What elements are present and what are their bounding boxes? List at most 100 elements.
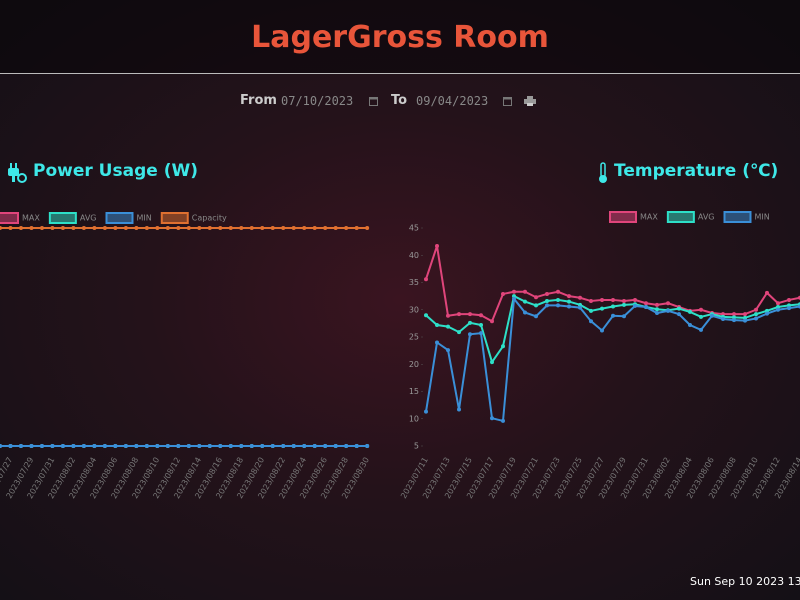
data-point	[302, 444, 307, 448]
data-point	[468, 332, 472, 337]
data-point	[60, 444, 65, 448]
data-point	[457, 312, 461, 317]
legend-swatch	[723, 211, 752, 223]
data-point	[123, 444, 128, 448]
y-tick-label: 45	[409, 224, 419, 233]
data-point	[732, 318, 736, 323]
data-point	[534, 295, 538, 300]
legend-swatch	[666, 211, 695, 223]
data-point	[468, 320, 472, 325]
series-line	[425, 245, 800, 323]
data-point	[207, 444, 212, 448]
data-point	[270, 226, 275, 230]
from-date[interactable]: 07/10/2023	[281, 94, 354, 108]
data-point	[490, 416, 494, 421]
to-label: To	[391, 93, 408, 108]
data-point	[754, 307, 758, 312]
data-point	[490, 319, 494, 324]
data-point	[365, 444, 370, 448]
data-point	[333, 444, 338, 448]
data-point	[633, 297, 637, 302]
data-point	[435, 340, 439, 345]
legend-label: AVG	[80, 214, 97, 223]
data-point	[123, 226, 128, 230]
data-point	[8, 444, 13, 448]
calendar-icon[interactable]	[503, 96, 513, 106]
data-point	[207, 226, 212, 230]
data-point	[666, 301, 670, 306]
data-point	[144, 226, 149, 230]
thermometer-icon	[599, 162, 607, 183]
y-tick-label: 5	[414, 442, 419, 451]
data-point	[457, 330, 461, 335]
data-point	[435, 323, 439, 328]
data-point	[633, 303, 637, 308]
data-point	[578, 295, 582, 300]
data-point	[677, 306, 681, 311]
data-point	[92, 226, 97, 230]
data-point	[567, 294, 571, 299]
data-point	[81, 226, 86, 230]
data-point	[134, 444, 139, 448]
data-point	[732, 312, 736, 317]
legend-swatch	[160, 212, 189, 224]
calendar-icon[interactable]	[369, 96, 379, 106]
data-point	[344, 226, 349, 230]
data-point	[501, 344, 505, 349]
data-point	[228, 226, 233, 230]
legend-swatch	[609, 211, 637, 223]
data-point	[644, 301, 648, 306]
data-point	[765, 290, 769, 295]
data-point	[197, 444, 202, 448]
data-point	[186, 226, 191, 230]
y-tick-label: 30	[409, 305, 419, 314]
header: LagerGross Room	[0, 0, 800, 74]
timestamp: Sun Sep 10 2023 13:15:14	[690, 575, 800, 588]
data-point	[186, 444, 191, 448]
data-point	[600, 306, 604, 311]
data-point	[18, 444, 23, 448]
section-title: Power Usage (W)	[33, 161, 198, 181]
data-point	[50, 226, 55, 230]
data-point	[490, 360, 494, 365]
legend-label: MIN	[137, 214, 152, 223]
data-point	[754, 312, 758, 317]
data-point	[18, 226, 23, 230]
data-point	[228, 444, 233, 448]
data-point	[534, 314, 538, 319]
data-point	[600, 328, 604, 333]
legend-label: MIN	[755, 213, 770, 222]
data-point	[501, 291, 505, 296]
data-point	[578, 305, 582, 310]
y-tick-label: 35	[409, 278, 419, 287]
data-point	[71, 444, 76, 448]
data-point	[71, 226, 76, 230]
data-point	[479, 323, 483, 328]
y-tick-label: 20	[409, 360, 419, 369]
data-point	[622, 299, 626, 304]
data-point	[249, 226, 254, 230]
data-point	[165, 444, 170, 448]
data-point	[589, 308, 593, 313]
legend-label: Capacity	[192, 214, 227, 223]
data-point	[50, 444, 55, 448]
data-point	[39, 226, 44, 230]
data-point	[556, 289, 560, 294]
print-icon[interactable]	[524, 96, 536, 106]
data-point	[281, 226, 286, 230]
data-point	[446, 313, 450, 318]
data-point	[699, 307, 703, 312]
data-point	[291, 444, 296, 448]
data-point	[365, 226, 370, 230]
data-point	[699, 327, 703, 332]
data-point	[776, 307, 780, 312]
data-point	[102, 444, 107, 448]
data-point	[155, 444, 160, 448]
data-point	[81, 444, 86, 448]
data-point	[545, 303, 549, 308]
legend-label: MAX	[640, 213, 658, 222]
data-point	[479, 331, 483, 336]
to-date[interactable]: 09/04/2023	[416, 94, 489, 108]
